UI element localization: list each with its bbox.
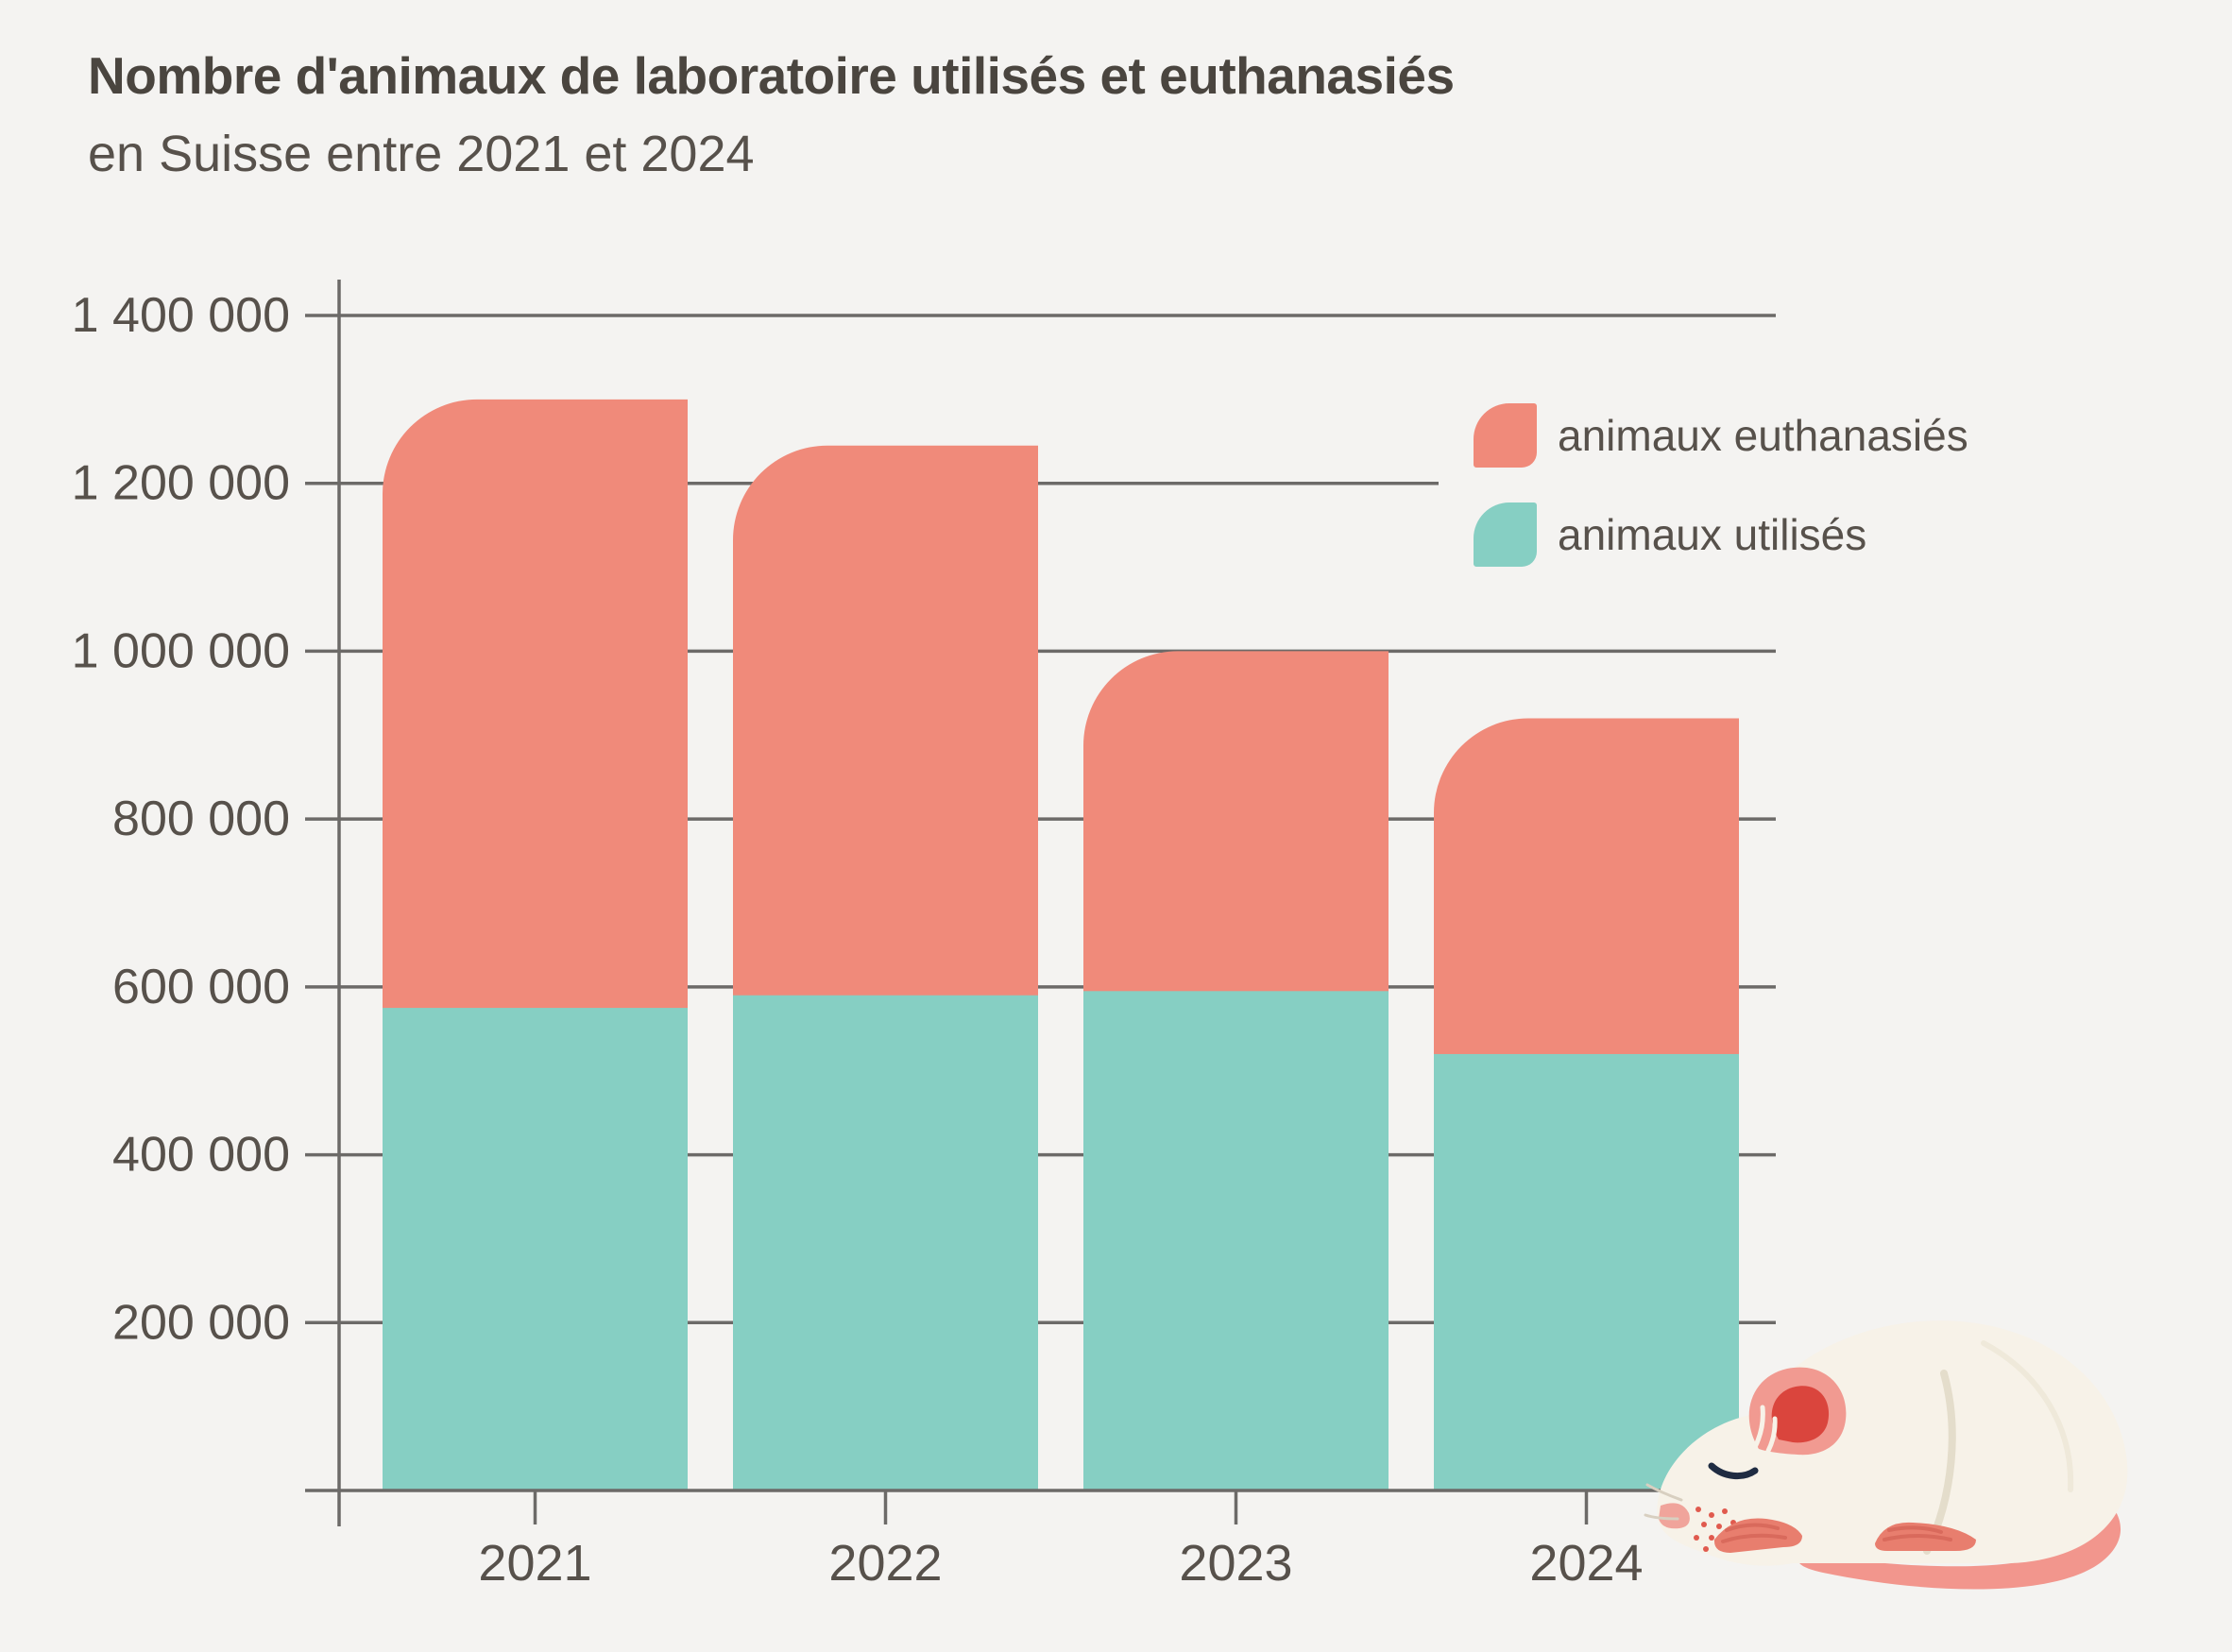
- bar-utilises-2021: [383, 1008, 688, 1490]
- y-tick-label-600000: 600 000: [112, 960, 290, 1014]
- rat-nose: [1659, 1503, 1690, 1529]
- x-tick-label-2021: 2021: [478, 1535, 591, 1592]
- rat-mid-paw-toes: [1883, 1525, 1952, 1541]
- x-axis-tick-labels: 2021 2022 2023 2024: [478, 1535, 1643, 1592]
- legend-label-euthanasies: animaux euthanasiés: [1558, 411, 1968, 460]
- x-tick-label-2023: 2023: [1179, 1535, 1292, 1592]
- bar-utilises-2024: [1434, 1053, 1739, 1490]
- y-tick-label-800000: 800 000: [112, 792, 290, 846]
- y-tick-label-400000: 400 000: [112, 1128, 290, 1183]
- rat-illustration: [1644, 1320, 2128, 1590]
- legend-item-euthanasies: animaux euthanasiés: [1474, 403, 1968, 468]
- y-tick-label-1400000: 1 400 000: [72, 288, 290, 343]
- y-tick-label-1200000: 1 200 000: [72, 456, 290, 511]
- rat-tail: [1798, 1475, 2121, 1590]
- legend-item-utilises: animaux utilisés: [1474, 502, 1968, 567]
- rat-eye: [1708, 1462, 1759, 1480]
- axes: [305, 280, 1776, 1526]
- bar-utilises-2022: [733, 995, 1038, 1490]
- chart-title: Nombre d'animaux de laboratoire utilisés…: [88, 46, 1455, 105]
- y-tick-label-200000: 200 000: [112, 1295, 290, 1350]
- y-axis-tick-labels: 200 000 400 000 600 000 800 000 1 000 000 1 2…: [72, 288, 290, 1350]
- bars: [383, 399, 1739, 1491]
- legend-swatch-utilises: [1474, 502, 1537, 567]
- rat-ear-fur: [1752, 1405, 1778, 1454]
- chart-subtitle: en Suisse entre 2021 et 2024: [88, 126, 755, 182]
- x-tick-label-2022: 2022: [828, 1535, 942, 1592]
- legend-label-utilises: animaux utilisés: [1558, 510, 1867, 559]
- bar-utilises-2023: [1083, 991, 1389, 1490]
- rat-body-shading-2: [1981, 1340, 2074, 1492]
- x-tick-label-2024: 2024: [1529, 1535, 1643, 1592]
- rat-front-paw-toes: [1721, 1523, 1787, 1543]
- legend-swatch-euthanasies: [1474, 403, 1537, 468]
- legend: animaux euthanasiés animaux utilisés: [1474, 403, 1968, 567]
- y-tick-label-1000000: 1 000 000: [72, 623, 290, 678]
- rat-ear-inner: [1771, 1386, 1830, 1443]
- rat-whiskers: [1644, 1483, 1683, 1521]
